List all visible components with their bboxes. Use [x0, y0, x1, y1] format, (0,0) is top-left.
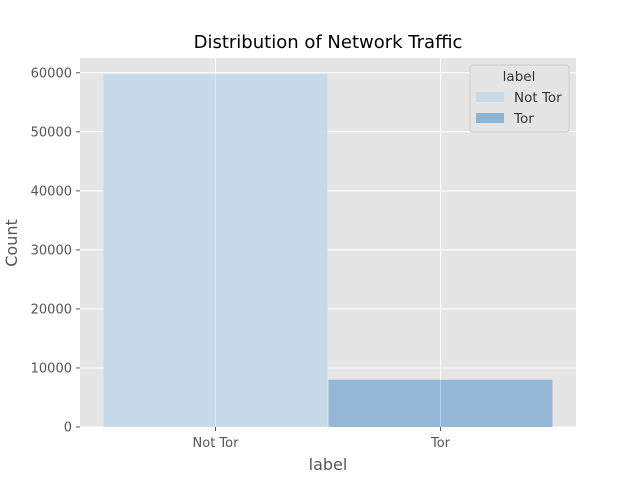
legend: label Not Tor Tor	[469, 64, 570, 133]
y-axis-label: Count	[2, 219, 21, 267]
y-tick-label: 10000	[31, 361, 72, 376]
x-tick-label: Not Tor	[193, 436, 240, 451]
bar-tor	[328, 379, 553, 427]
legend-swatch-not-tor	[476, 92, 504, 102]
legend-title: label	[503, 69, 536, 85]
x-axis-label: label	[309, 455, 348, 474]
bars	[103, 73, 553, 428]
y-tick-label: 20000	[31, 302, 72, 317]
bar-not-tor	[103, 73, 328, 428]
x-tick-label: Tor	[430, 436, 451, 451]
y-tick-label: 50000	[31, 125, 72, 140]
y-tick-label: 0	[64, 421, 72, 436]
y-tick-label: 30000	[31, 243, 72, 258]
y-axis-ticks: 0 10000 20000 30000 40000 50000 60000	[31, 66, 80, 436]
legend-swatch-tor	[476, 113, 504, 123]
legend-entry-tor: Tor	[513, 111, 534, 127]
y-tick-label: 60000	[31, 66, 72, 81]
chart-title: Distribution of Network Traffic	[194, 32, 463, 53]
legend-entry-not-tor: Not Tor	[514, 90, 562, 106]
y-tick-label: 40000	[31, 184, 72, 199]
x-axis-ticks: Not Tor Tor	[193, 427, 451, 451]
